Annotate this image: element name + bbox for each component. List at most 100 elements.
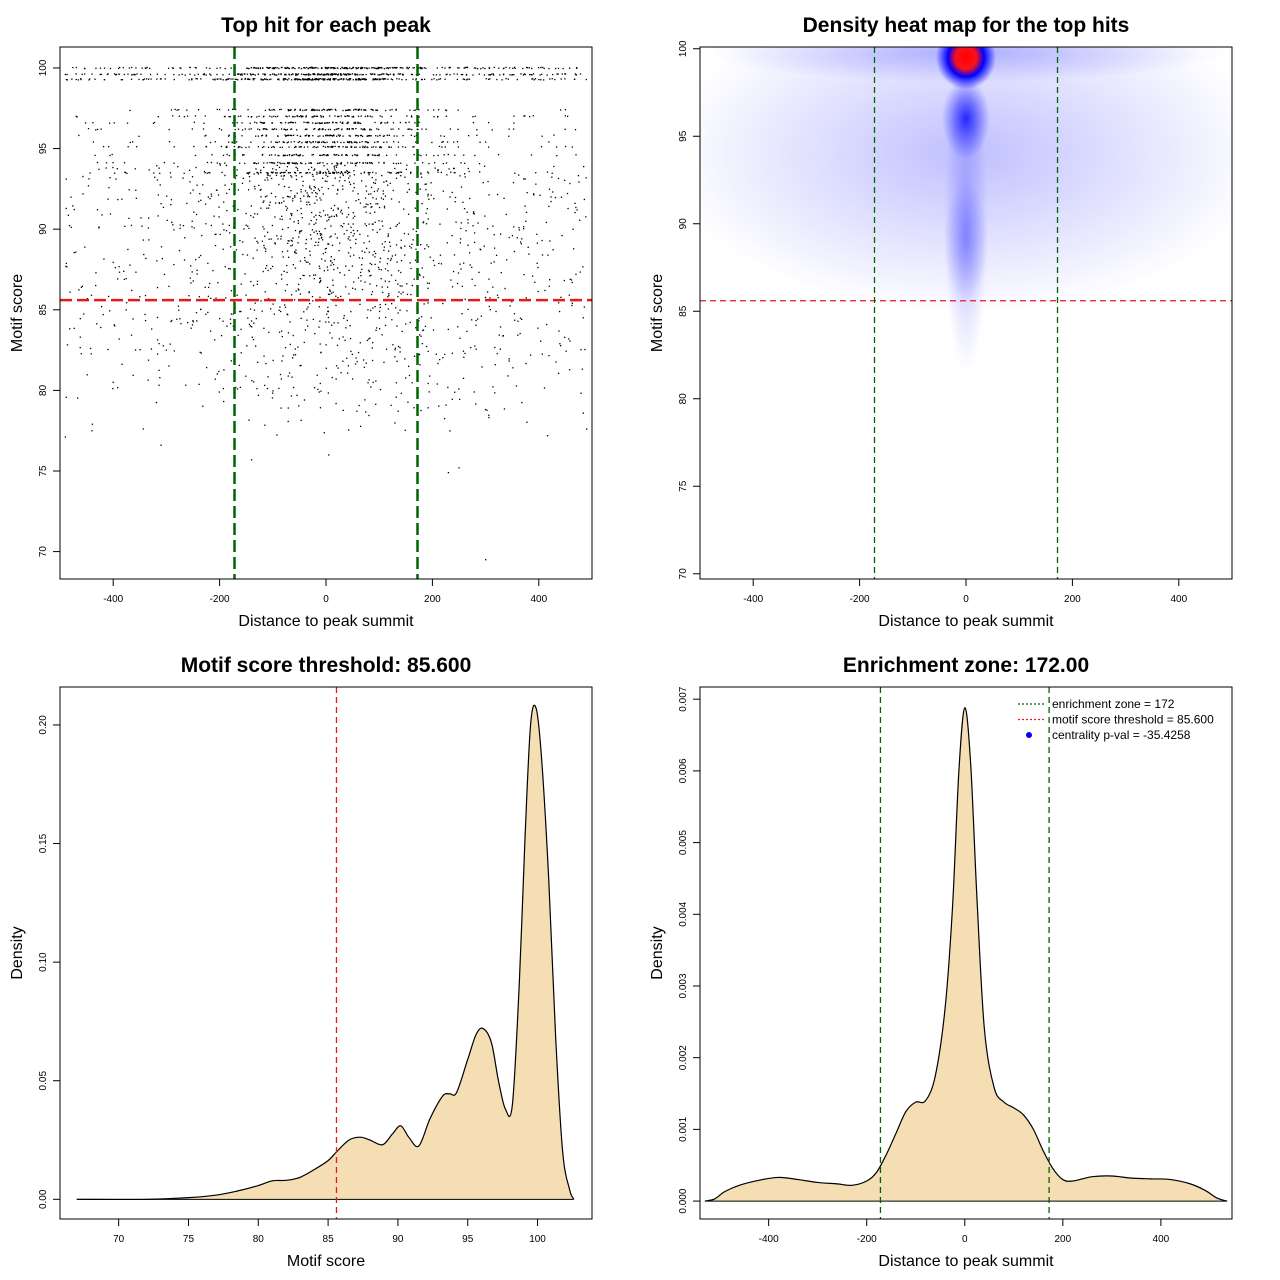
scatter-point — [64, 436, 67, 438]
scatter-point — [357, 193, 359, 195]
scatter-point — [290, 128, 292, 130]
scatter-point — [247, 225, 249, 227]
scatter-point — [462, 350, 465, 352]
scatter-point — [350, 350, 352, 353]
scatter-point — [300, 191, 302, 193]
scatter-point — [259, 67, 262, 70]
x-tick-label: 85 — [323, 1234, 335, 1245]
scatter-point — [487, 121, 490, 124]
scatter-point — [473, 232, 476, 234]
scatter-point — [519, 317, 522, 319]
scatter-point — [367, 235, 369, 237]
scatter-point — [87, 185, 90, 187]
scatter-point — [310, 238, 312, 240]
scatter-point — [582, 412, 584, 414]
scatter-point — [332, 134, 335, 136]
scatter-point — [551, 172, 553, 174]
scatter-point — [286, 264, 288, 267]
scatter-point — [109, 122, 111, 124]
scatter-point — [119, 66, 121, 69]
scatter-point — [318, 122, 321, 124]
scatter-point — [285, 78, 287, 81]
scatter-point — [237, 73, 240, 75]
scatter-point — [405, 323, 407, 325]
scatter-point — [361, 257, 364, 259]
scatter-point — [336, 344, 339, 346]
scatter-point — [254, 78, 256, 80]
scatter-point — [214, 79, 216, 81]
scatter-point — [125, 302, 128, 304]
scatter-point — [574, 211, 576, 214]
scatter-point — [350, 226, 352, 228]
scatter-point — [209, 330, 212, 332]
scatter-point — [364, 109, 366, 111]
scatter-point — [381, 121, 383, 124]
scatter-point — [359, 425, 362, 427]
scatter-point — [422, 222, 424, 224]
scatter-point — [516, 237, 518, 239]
scatter-point — [385, 73, 387, 75]
scatter-point — [335, 402, 337, 405]
scatter-point — [236, 73, 239, 75]
scatter-point — [446, 208, 449, 210]
scatter-point — [295, 73, 297, 75]
scatter-point — [492, 225, 494, 227]
scatter-point — [297, 222, 299, 224]
scatter-point — [531, 78, 533, 80]
scatter-point — [295, 145, 297, 148]
scatter-point — [469, 252, 471, 254]
scatter-point — [354, 154, 356, 156]
scatter-point — [310, 79, 312, 81]
scatter-point — [257, 242, 259, 244]
scatter-point — [487, 180, 489, 183]
scatter-point — [346, 216, 348, 218]
scatter-point — [385, 180, 387, 182]
y-tick-label: 95 — [678, 130, 689, 142]
scatter-point — [336, 267, 339, 269]
scatter-point — [337, 189, 339, 191]
scatter-point — [204, 286, 206, 288]
scatter-point — [346, 127, 348, 130]
scatter-point — [335, 109, 337, 111]
scatter-point — [264, 235, 266, 237]
scatter-point — [264, 109, 267, 112]
scatter-point — [102, 145, 105, 148]
scatter-point — [354, 73, 357, 75]
scatter-point — [360, 274, 362, 277]
scatter-point — [313, 179, 315, 181]
scatter-point — [72, 66, 74, 69]
scatter-point — [132, 374, 134, 377]
scatter-point — [425, 183, 427, 185]
scatter-point — [287, 108, 289, 111]
scatter-point — [291, 121, 294, 124]
scatter-point — [91, 423, 94, 425]
scatter-point — [349, 183, 352, 186]
scatter-point — [331, 162, 333, 165]
scatter-point — [294, 163, 296, 165]
scatter-point — [546, 435, 549, 437]
scatter-point — [300, 229, 303, 232]
scatter-point — [122, 66, 124, 69]
scatter-point — [354, 146, 356, 148]
scatter-point — [473, 67, 476, 69]
scatter-point — [189, 181, 191, 183]
scatter-point — [427, 172, 430, 174]
scatter-point — [135, 197, 138, 199]
scatter-point — [337, 171, 340, 174]
scatter-point — [453, 141, 455, 143]
scatter-point — [205, 366, 208, 369]
scatter-point — [356, 154, 359, 156]
scatter-point — [157, 116, 159, 118]
scatter-point — [134, 168, 136, 170]
scatter-point — [400, 259, 403, 262]
scatter-point — [109, 213, 112, 215]
scatter-point — [300, 188, 302, 191]
scatter-point — [311, 79, 313, 81]
scatter-point — [316, 193, 318, 195]
scatter-point — [250, 74, 252, 76]
scatter-point — [144, 313, 146, 316]
scatter-point — [298, 115, 301, 118]
scatter-point — [564, 73, 566, 75]
scatter-point — [117, 386, 119, 389]
scatter-point — [224, 174, 226, 177]
